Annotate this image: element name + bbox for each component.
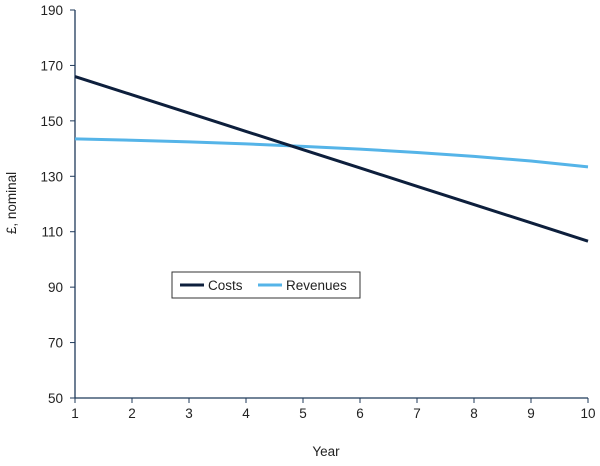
series-line-revenues <box>74 137 589 169</box>
x-tick-label: 1 <box>71 406 79 421</box>
x-tick-label: 2 <box>128 406 136 421</box>
y-tick-label: 170 <box>40 58 63 73</box>
x-tick-label: 3 <box>185 406 193 421</box>
legend: Costs Revenues <box>171 271 361 299</box>
y-tick-label: 90 <box>48 280 63 295</box>
series-line-costs <box>74 75 589 243</box>
legend-label-costs: Costs <box>208 278 243 293</box>
x-tick-label: 6 <box>356 406 364 421</box>
legend-label-revenues: Revenues <box>286 278 347 293</box>
x-tick-label: 10 <box>580 406 595 421</box>
series-lines <box>74 75 589 243</box>
x-tick-label: 4 <box>242 406 250 421</box>
y-tick-label: 190 <box>40 3 63 18</box>
y-tick-label: 110 <box>41 225 63 240</box>
y-tick-label: 130 <box>40 169 63 184</box>
y-tick-label: 70 <box>48 336 63 351</box>
x-tick-label: 8 <box>470 406 478 421</box>
x-axis-label: Year <box>312 444 340 459</box>
y-tick-label: 50 <box>48 391 63 406</box>
x-tick-label: 7 <box>413 406 421 421</box>
y-tick-label: 150 <box>40 114 63 129</box>
y-axis-label: £, nominal <box>4 172 19 234</box>
axes: 50 70 90 110 130 150 170 190 1 2 3 4 5 6 7 8 9 10 <box>40 3 595 421</box>
x-tick-label: 9 <box>527 406 535 421</box>
x-tick-label: 5 <box>299 406 307 421</box>
